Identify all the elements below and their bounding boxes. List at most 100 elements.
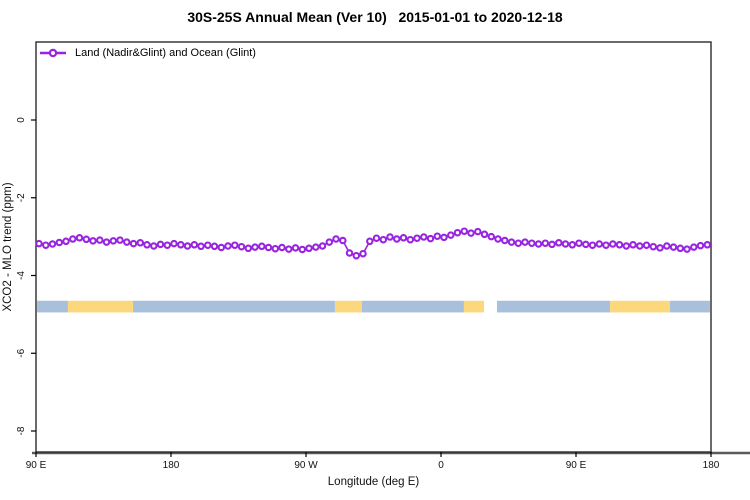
series-point xyxy=(642,241,651,249)
series-point xyxy=(231,241,239,249)
chart-title: 30S-25S Annual Mean (Ver 10) 2015-01-01 … xyxy=(187,9,563,25)
series-point xyxy=(102,238,111,246)
series-point xyxy=(251,243,259,251)
band-segment-land xyxy=(463,300,485,313)
series-point xyxy=(528,239,536,247)
series-point xyxy=(690,243,698,251)
x-tick-label: 0 xyxy=(438,460,444,471)
series-point xyxy=(521,238,529,246)
series-point xyxy=(109,237,118,245)
series-point xyxy=(143,241,151,249)
series-point xyxy=(561,240,570,248)
series-point xyxy=(453,228,462,237)
series-point xyxy=(35,239,43,248)
series-point xyxy=(183,242,192,250)
series-point xyxy=(406,235,415,244)
legend-marker-icon xyxy=(40,48,66,58)
x-tick-label: 180 xyxy=(703,460,720,471)
series-point xyxy=(636,242,644,250)
series-point xyxy=(501,236,509,245)
series-point xyxy=(413,234,421,242)
series-point xyxy=(420,233,428,241)
series-point xyxy=(156,240,165,249)
series-point xyxy=(55,238,64,247)
band-segment-land xyxy=(334,300,362,313)
x-tick-label: 180 xyxy=(163,460,180,471)
series-point xyxy=(460,227,469,235)
series-point xyxy=(48,240,57,248)
band-segment-land xyxy=(67,300,134,313)
series-point xyxy=(548,240,556,249)
series-point xyxy=(217,243,226,252)
series-point xyxy=(494,235,502,243)
band-segment-land xyxy=(610,300,671,313)
series-point xyxy=(285,245,293,253)
series-point xyxy=(440,233,448,242)
series-point xyxy=(555,239,563,247)
series-point xyxy=(622,242,631,250)
series-point xyxy=(237,242,246,251)
series-point xyxy=(514,239,523,247)
series-point xyxy=(318,242,327,250)
series-point xyxy=(575,239,583,247)
series-point xyxy=(399,234,408,242)
y-axis-label: XCO2 - MLO trend (ppm) xyxy=(2,182,14,311)
series-point xyxy=(177,241,185,249)
series-point xyxy=(568,241,577,249)
band-segment-ocean xyxy=(496,300,611,313)
series-point xyxy=(507,238,516,246)
series-point xyxy=(136,239,145,247)
series-point xyxy=(582,240,590,249)
band-segment-ocean xyxy=(37,300,68,313)
series-point xyxy=(366,237,374,246)
x-tick-label: 90 W xyxy=(294,460,318,471)
series-point xyxy=(170,239,178,248)
series-point xyxy=(123,238,131,246)
y-tick-label: 0 xyxy=(16,117,27,123)
y-tick-label: -6 xyxy=(16,348,27,357)
series-point xyxy=(696,241,705,250)
series-point xyxy=(325,238,334,246)
series-point xyxy=(426,234,435,243)
series-point xyxy=(305,244,313,253)
series-point xyxy=(271,244,280,253)
x-tick-label: 90 E xyxy=(26,460,47,471)
series-point xyxy=(298,245,307,254)
y-tick-label: -2 xyxy=(16,193,27,202)
series-point xyxy=(96,236,104,244)
series-point xyxy=(69,235,77,243)
series-point xyxy=(42,241,50,249)
series-point xyxy=(129,239,138,248)
series-point xyxy=(150,242,158,250)
legend-label: Land (Nadir&Glint) and Ocean (Glint) xyxy=(75,47,256,59)
x-axis-label: Longitude (deg E) xyxy=(328,476,420,488)
series-point xyxy=(244,244,253,253)
series-point xyxy=(609,240,617,248)
y-tick-label: -4 xyxy=(16,271,27,280)
x-tick-label: 90 E xyxy=(566,460,587,471)
band-segment-ocean xyxy=(361,300,464,313)
series-point xyxy=(339,236,347,245)
series-point xyxy=(393,235,401,243)
series-point xyxy=(615,241,624,249)
series-point xyxy=(372,234,381,242)
series-point xyxy=(595,240,604,248)
series-point xyxy=(312,243,320,251)
series-point xyxy=(89,237,97,245)
series-point xyxy=(210,242,219,251)
series-point xyxy=(541,239,550,247)
series-point xyxy=(656,244,664,252)
series-point xyxy=(669,243,678,251)
series-point xyxy=(386,233,394,241)
series-point xyxy=(480,230,489,239)
y-tick-label: -8 xyxy=(16,426,27,435)
series-point xyxy=(588,241,597,249)
series-point xyxy=(82,235,91,244)
band-segment-ocean xyxy=(133,300,335,313)
series-point xyxy=(163,241,172,249)
series-point xyxy=(197,242,205,251)
series-point xyxy=(204,241,212,249)
series-point xyxy=(291,244,300,252)
series-point xyxy=(467,229,475,237)
